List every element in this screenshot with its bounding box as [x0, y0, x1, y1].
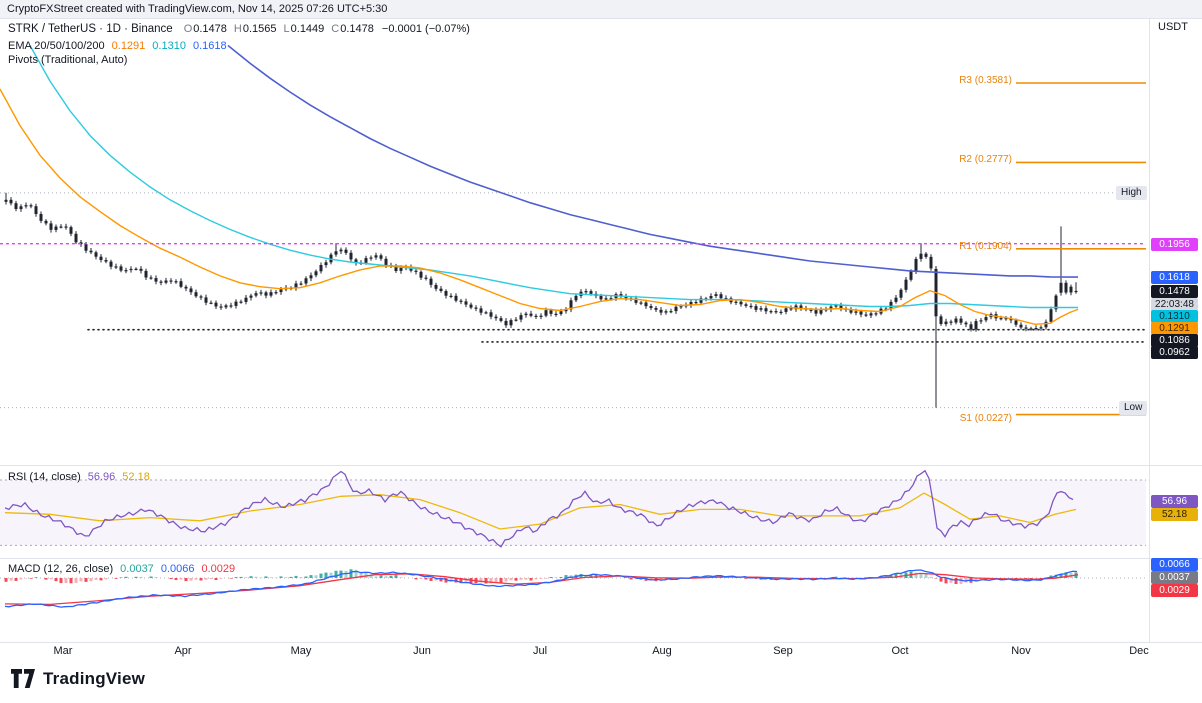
rsi-current-values: 56.96 52.18 — [81, 469, 150, 485]
ohlc-value: 0.1449 — [290, 23, 325, 35]
axis-currency-label: USDT — [1158, 21, 1188, 33]
ema-slow-line — [227, 44, 1079, 278]
macd-value: 0.0037 — [120, 563, 154, 575]
pivots-legend-label[interactable]: Pivots (Traditional, Auto) — [8, 54, 128, 66]
rsi-legend-label[interactable]: RSI (14, close) — [8, 471, 81, 483]
symbol-row: STRK / TetherUS · 1D · Binance O0.1478 H0… — [8, 21, 470, 37]
ema-legend-label[interactable]: EMA 20/50/100/200 — [8, 39, 105, 52]
ema-mid-line — [29, 45, 1078, 309]
rsi-ma-line — [4, 492, 1077, 530]
ema-value: 0.1618 — [192, 39, 227, 52]
ema-value: 0.1291 — [111, 39, 146, 52]
ohlc-value: 0.1478 — [340, 23, 374, 35]
macd-legend-label[interactable]: MACD (12, 26, close) — [8, 563, 114, 575]
ema-fast-line — [0, 88, 1079, 326]
ohlc-key: C — [331, 23, 340, 35]
candles-group — [4, 192, 1078, 408]
macd-line — [4, 569, 1078, 608]
ohlc-key: H — [233, 23, 242, 35]
change-value: −0.0001 (−0.07%) — [381, 23, 470, 35]
chart-legend: STRK / TetherUS · 1D · Binance O0.1478 H0… — [8, 21, 470, 69]
attribution-bar: CryptoFXStreet created with TradingView.… — [0, 0, 1202, 18]
separator-time-axis — [0, 642, 1202, 643]
separator-price-rsi — [0, 465, 1202, 466]
ohlc-values: O0.1478 H0.1565 L0.1449 C0.1478 — [177, 21, 374, 37]
separator-top — [0, 18, 1202, 19]
rsi-line — [4, 469, 1074, 548]
separator-rsi-macd — [0, 558, 1202, 559]
ohlc-value: 0.1565 — [242, 23, 277, 35]
ema-current-values: 0.1291 0.1310 0.1618 — [105, 38, 227, 54]
rsi-value: 52.18 — [122, 471, 150, 483]
macd-current-values: 0.0037 0.0066 0.0029 — [113, 561, 235, 577]
macd-value: 0.0029 — [201, 563, 236, 575]
rsi-value: 56.96 — [87, 471, 116, 483]
ohlc-value: 0.1478 — [193, 23, 227, 35]
attribution-text: CryptoFXStreet created with TradingView.… — [7, 3, 388, 15]
ohlc-key: O — [183, 23, 193, 35]
macd-value: 0.0066 — [160, 563, 195, 575]
price-axis[interactable] — [1150, 18, 1202, 660]
tradingview-wordmark: TradingView — [43, 668, 146, 688]
ema-legend-row: EMA 20/50/100/200 0.1291 0.1310 0.1618 — [8, 38, 470, 54]
ohlc-key: L — [283, 23, 290, 35]
ema-value: 0.1310 — [152, 39, 186, 52]
chart-canvas[interactable] — [0, 18, 1150, 642]
macd-legend: MACD (12, 26, close) 0.0037 0.0066 0.0029 — [8, 561, 235, 578]
pivots-legend-row: Pivots (Traditional, Auto) — [8, 54, 470, 68]
tradingview-logo[interactable]: TradingView — [10, 668, 145, 689]
axis-border — [1149, 18, 1150, 642]
tradingview-logo-icon — [11, 669, 35, 688]
symbol-title[interactable]: STRK / TetherUS · 1D · Binance — [8, 23, 173, 35]
rsi-legend: RSI (14, close) 56.96 52.18 — [8, 469, 150, 486]
rsi-band — [0, 480, 1146, 546]
time-axis[interactable] — [0, 642, 1150, 662]
